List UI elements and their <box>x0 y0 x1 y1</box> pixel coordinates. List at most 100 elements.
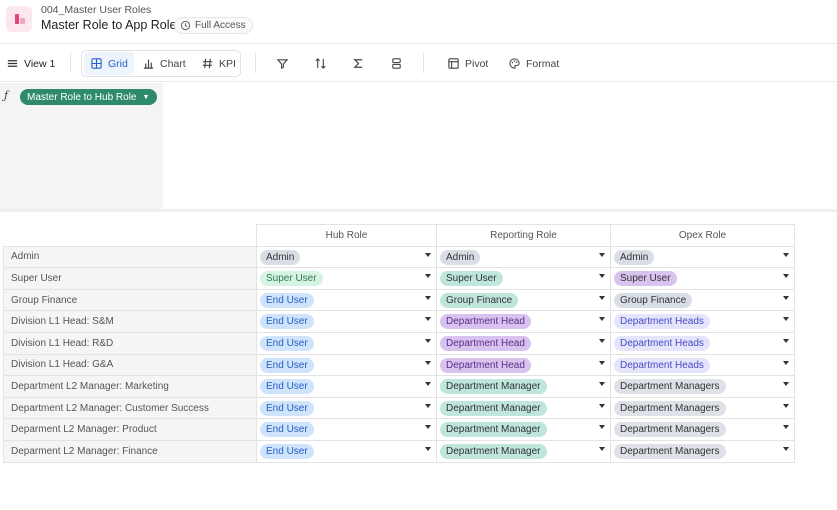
hub-role-cell[interactable]: End User <box>256 353 437 377</box>
dropdown-caret-icon[interactable] <box>783 317 789 322</box>
pivot-button[interactable]: Pivot <box>441 52 494 75</box>
dropdown-caret-icon[interactable] <box>783 360 789 365</box>
column-header-reporting-role[interactable]: Reporting Role <box>436 224 611 247</box>
opex-role-chip: Department Heads <box>614 314 710 330</box>
tab-chart[interactable]: Chart <box>136 52 192 75</box>
dropdown-caret-icon[interactable] <box>599 382 605 387</box>
formula-pill-dropdown[interactable]: Master Role to Hub Role ▼ <box>20 89 158 105</box>
hub-role-cell[interactable]: End User <box>256 439 437 463</box>
dropdown-caret-icon[interactable] <box>783 382 789 387</box>
opex-role-cell[interactable]: Department Managers <box>610 375 795 398</box>
hub-role-cell[interactable]: Admin <box>256 245 437 269</box>
dropdown-caret-icon[interactable] <box>425 360 431 365</box>
dropdown-caret-icon[interactable] <box>599 403 605 408</box>
dropdown-caret-icon[interactable] <box>425 252 431 257</box>
dropdown-caret-icon[interactable] <box>599 274 605 279</box>
dropdown-caret-icon[interactable] <box>783 338 789 343</box>
dropdown-caret-icon[interactable] <box>783 446 789 451</box>
dropdown-caret-icon[interactable] <box>599 295 605 300</box>
opex-role-cell[interactable]: Department Heads <box>610 353 795 377</box>
access-badge[interactable]: Full Access <box>174 17 253 34</box>
grid-label: Grid <box>108 57 128 70</box>
reporting-role-cell[interactable]: Super User <box>436 267 611 290</box>
view-type-switch <box>81 50 241 77</box>
page-title: Master Role to App Role <box>41 18 177 32</box>
reporting-role-cell[interactable]: Department Manager <box>436 396 611 420</box>
dropdown-caret-icon[interactable] <box>599 360 605 365</box>
dropdown-caret-icon[interactable] <box>425 295 431 300</box>
tab-grid[interactable]: Grid <box>84 52 134 75</box>
reporting-role-cell[interactable]: Department Manager <box>436 375 611 398</box>
opex-role-chip: Department Managers <box>614 379 726 395</box>
dropdown-caret-icon[interactable] <box>783 403 789 408</box>
reporting-role-cell[interactable]: Department Manager <box>436 439 611 463</box>
opex-role-cell[interactable]: Super User <box>610 267 795 290</box>
opex-role-cell[interactable]: Department Managers <box>610 439 795 463</box>
hub-role-cell[interactable]: End User <box>256 396 437 420</box>
opex-role-cell[interactable]: Department Heads <box>610 310 795 333</box>
view-label: View 1 <box>24 57 56 70</box>
dropdown-caret-icon[interactable] <box>599 317 605 322</box>
pivot-label: Pivot <box>465 57 489 70</box>
hub-role-cell[interactable]: End User <box>256 288 437 312</box>
row-label: Group Finance <box>3 288 257 312</box>
opex-role-cell[interactable]: Department Managers <box>610 396 795 420</box>
hub-role-chip: End User <box>260 400 314 416</box>
reporting-role-chip: Super User <box>440 271 503 287</box>
hub-role-cell[interactable]: End User <box>256 418 437 441</box>
dropdown-caret-icon[interactable] <box>425 403 431 408</box>
summary-button[interactable] <box>346 52 371 75</box>
reporting-role-cell[interactable]: Department Head <box>436 310 611 333</box>
opex-role-cell[interactable]: Admin <box>610 245 795 269</box>
opex-role-chip: Group Finance <box>614 292 693 308</box>
column-header-opex-role[interactable]: Opex Role <box>610 224 795 247</box>
table-row: Deparment L2 Manager: Product End User Dep… <box>3 418 795 441</box>
reporting-role-chip: Department Manager <box>440 379 547 395</box>
dropdown-caret-icon[interactable] <box>425 425 431 430</box>
reporting-role-cell[interactable]: Department Manager <box>436 418 611 441</box>
reporting-role-cell[interactable]: Group Finance <box>436 288 611 312</box>
opex-role-chip: Department Managers <box>614 422 726 438</box>
dropdown-caret-icon[interactable] <box>783 252 789 257</box>
tab-kpi[interactable]: KPI <box>195 52 242 75</box>
opex-role-chip: Admin <box>614 249 655 265</box>
access-icon <box>180 20 191 31</box>
reporting-role-cell[interactable]: Department Head <box>436 331 611 355</box>
dropdown-caret-icon[interactable] <box>599 338 605 343</box>
row-label: Division L1 Head: S&M <box>3 310 257 333</box>
palette-icon <box>509 58 520 69</box>
format-button[interactable]: Format <box>502 52 565 75</box>
view-menu-button[interactable]: View 1 <box>0 52 61 75</box>
dropdown-caret-icon[interactable] <box>599 252 605 257</box>
dropdown-caret-icon[interactable] <box>783 295 789 300</box>
dropdown-caret-icon[interactable] <box>425 274 431 279</box>
reporting-role-cell[interactable]: Admin <box>436 245 611 269</box>
hub-role-cell[interactable]: End User <box>256 310 437 333</box>
row-label: Department L2 Manager: Marketing <box>3 375 257 398</box>
column-header-hub-role[interactable]: Hub Role <box>256 224 437 247</box>
hub-role-cell[interactable]: Super User <box>256 267 437 290</box>
formula-pill-label: Master Role to Hub Role <box>27 91 137 103</box>
dropdown-caret-icon[interactable] <box>425 317 431 322</box>
dropdown-caret-icon[interactable] <box>425 338 431 343</box>
hub-role-cell[interactable]: End User <box>256 375 437 398</box>
breadcrumb[interactable]: 004_Master User Roles <box>41 4 152 16</box>
dropdown-caret-icon[interactable] <box>599 446 605 451</box>
opex-role-cell[interactable]: Department Managers <box>610 418 795 441</box>
dropdown-caret-icon[interactable] <box>425 382 431 387</box>
dropdown-caret-icon[interactable] <box>599 425 605 430</box>
dropdown-caret-icon[interactable] <box>783 425 789 430</box>
reporting-role-cell[interactable]: Department Head <box>436 353 611 377</box>
sort-button[interactable] <box>308 52 333 75</box>
row-label: Division L1 Head: R&D <box>3 331 257 355</box>
formula-panel: ƒ Master Role to Hub Role ▼ <box>0 83 163 210</box>
opex-role-cell[interactable]: Group Finance <box>610 288 795 312</box>
hub-role-cell[interactable]: End User <box>256 331 437 355</box>
group-button[interactable] <box>384 52 409 75</box>
filter-button[interactable] <box>270 52 295 75</box>
opex-role-cell[interactable]: Department Heads <box>610 331 795 355</box>
hub-role-chip: End User <box>260 314 314 330</box>
hub-role-chip: Admin <box>260 249 301 265</box>
dropdown-caret-icon[interactable] <box>425 446 431 451</box>
dropdown-caret-icon[interactable] <box>783 274 789 279</box>
